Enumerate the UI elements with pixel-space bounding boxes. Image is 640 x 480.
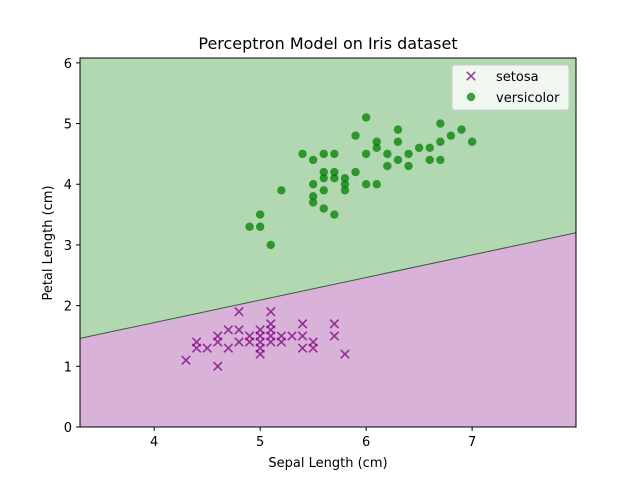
point-setosa-6	[213, 331, 223, 341]
legend: setosa versicolor	[451, 64, 570, 111]
point-versicolor-34	[393, 125, 403, 134]
legend-marker-versicolor	[466, 92, 476, 102]
legend-box	[451, 64, 570, 111]
point-versicolor-44	[457, 125, 466, 134]
point-versicolor-31	[383, 149, 392, 159]
point-versicolor-30	[383, 161, 392, 171]
point-versicolor-6	[308, 198, 318, 207]
point-setosa-31	[308, 337, 318, 347]
x-tick-label-7: 7	[468, 435, 476, 450]
point-versicolor-5	[298, 149, 307, 159]
point-setosa-3	[202, 343, 212, 353]
point-versicolor-26	[361, 113, 371, 122]
region-setosa	[80, 232, 576, 427]
y-tick-label-1: 1	[64, 360, 72, 375]
point-versicolor-24	[361, 180, 371, 189]
point-versicolor-35	[404, 161, 413, 171]
decision-boundary	[79, 232, 577, 339]
point-versicolor-10	[319, 204, 328, 213]
point-versicolor-18	[330, 149, 339, 159]
y-tick-label-3: 3	[64, 239, 72, 254]
points-layer	[181, 113, 477, 372]
point-versicolor-27	[372, 180, 381, 189]
y-axis-label: Petal Length (cm)	[41, 185, 56, 300]
y-tick-label-5: 5	[64, 118, 72, 133]
x-tick-label-5: 5	[256, 435, 264, 450]
point-setosa-33	[329, 319, 340, 329]
point-setosa-7	[223, 343, 234, 353]
point-versicolor-43	[446, 131, 456, 140]
point-setosa-25	[276, 331, 287, 341]
point-setosa-9	[234, 337, 244, 347]
point-setosa-27	[297, 343, 308, 353]
point-versicolor-21	[340, 173, 350, 183]
x-axis-label: Sepal Length (cm)	[268, 456, 387, 471]
point-versicolor-40	[436, 155, 445, 165]
chart-title: Perceptron Model on Iris dataset	[198, 34, 457, 53]
point-versicolor-7	[308, 192, 318, 201]
point-versicolor-17	[330, 167, 339, 177]
point-setosa-10	[234, 325, 244, 335]
point-versicolor-14	[319, 149, 328, 159]
point-setosa-29	[297, 319, 308, 329]
point-versicolor-22	[351, 167, 360, 177]
y-tick-label-4: 4	[64, 178, 72, 193]
point-setosa-26	[287, 331, 297, 341]
y-tick-label-2: 2	[64, 300, 72, 315]
point-versicolor-36	[404, 149, 413, 159]
point-setosa-23	[266, 306, 276, 317]
point-setosa-11	[234, 306, 244, 317]
point-versicolor-42	[436, 119, 445, 128]
x-tick-label-6: 6	[362, 435, 370, 450]
y-tick-label-6: 6	[64, 57, 72, 72]
region-versicolor	[80, 58, 576, 339]
point-versicolor-45	[467, 137, 477, 146]
y-tick-label-0: 0	[64, 421, 72, 436]
x-tick-label-4: 4	[150, 435, 158, 450]
legend-label-setosa: setosa	[496, 70, 539, 85]
plot-regions	[79, 58, 577, 427]
point-versicolor-11	[319, 186, 328, 195]
point-versicolor-39	[425, 143, 434, 153]
point-versicolor-41	[436, 137, 445, 146]
point-versicolor-19	[340, 186, 350, 195]
point-setosa-22	[266, 319, 276, 329]
point-setosa-18	[255, 325, 265, 335]
point-versicolor-13	[319, 167, 328, 177]
point-versicolor-33	[393, 137, 403, 146]
point-versicolor-15	[330, 210, 339, 219]
point-versicolor-20	[340, 180, 350, 189]
point-setosa-0	[181, 355, 191, 366]
point-setosa-4	[213, 361, 223, 372]
legend-o-marker	[466, 92, 476, 102]
point-versicolor-25	[361, 149, 371, 159]
point-setosa-8	[223, 325, 234, 335]
point-versicolor-3	[266, 240, 275, 250]
legend-x-marker	[466, 71, 476, 81]
point-setosa-28	[297, 331, 308, 341]
ticks-layer: 4 5 6 7 0 1 2 3 4 5 6	[64, 57, 477, 450]
point-versicolor-32	[393, 155, 403, 165]
point-versicolor-23	[351, 131, 360, 140]
point-versicolor-9	[308, 155, 318, 165]
point-versicolor-38	[425, 155, 434, 165]
point-versicolor-12	[319, 173, 328, 183]
point-versicolor-0	[245, 222, 254, 231]
legend-label-versicolor: versicolor	[496, 91, 560, 106]
point-versicolor-37	[414, 143, 424, 153]
point-setosa-34	[340, 349, 350, 359]
point-versicolor-1	[255, 222, 265, 231]
point-setosa-2	[191, 337, 202, 347]
point-versicolor-16	[330, 173, 339, 183]
point-versicolor-8	[308, 180, 318, 189]
point-versicolor-29	[372, 137, 381, 146]
point-versicolor-28	[372, 143, 381, 153]
point-versicolor-2	[255, 210, 265, 219]
point-versicolor-4	[277, 186, 286, 195]
plot-frame	[79, 57, 577, 428]
point-setosa-32	[329, 331, 340, 341]
legend-marker-setosa	[466, 71, 476, 81]
point-setosa-13	[244, 331, 255, 341]
